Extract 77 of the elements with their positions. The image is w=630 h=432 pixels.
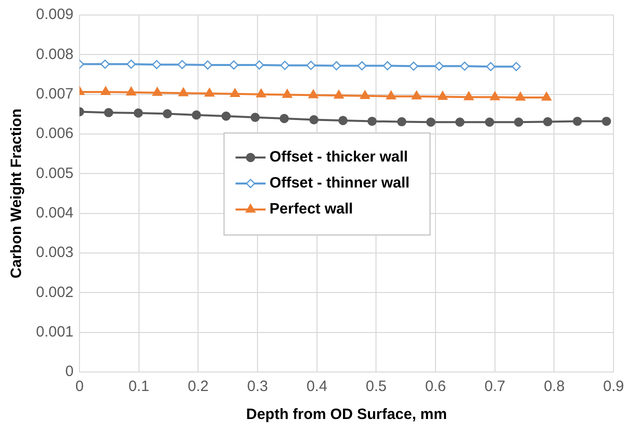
point — [178, 88, 188, 96]
point — [256, 88, 266, 98]
point — [282, 89, 292, 98]
point — [126, 86, 136, 96]
y-tick-label: 0.008 — [36, 46, 74, 63]
point — [464, 92, 474, 100]
y-tick-label: 0.001 — [36, 323, 74, 340]
point — [100, 60, 110, 69]
y-tick-label: 0.006 — [36, 125, 74, 142]
point — [178, 60, 187, 70]
y-tick-label: 0.005 — [36, 164, 74, 182]
point — [104, 108, 114, 118]
x-tick-label: 0.1 — [128, 378, 150, 396]
point — [162, 109, 172, 118]
point — [542, 92, 552, 101]
y-tick-label: 0.009 — [36, 6, 74, 24]
point — [434, 62, 444, 71]
x-axis-title: Depth from OD Surface, mm — [246, 406, 447, 424]
point — [484, 118, 494, 127]
x-tick-label: 0.9 — [603, 378, 624, 396]
point — [280, 60, 290, 70]
point — [308, 90, 318, 98]
x-tick-label: 0.7 — [484, 378, 506, 396]
point — [100, 86, 111, 96]
point — [455, 118, 464, 127]
point — [134, 108, 143, 118]
point — [203, 60, 212, 70]
point — [126, 60, 136, 69]
point — [514, 118, 524, 127]
point — [152, 60, 162, 70]
point — [460, 62, 470, 71]
point — [543, 117, 552, 126]
point — [602, 116, 612, 126]
point — [412, 90, 422, 100]
point — [486, 62, 496, 72]
y-tick-label: 0.004 — [36, 204, 74, 222]
y-tick-label: 0.002 — [36, 284, 74, 301]
point — [490, 92, 500, 100]
point — [360, 90, 370, 100]
point — [438, 91, 448, 100]
point — [357, 61, 367, 70]
point — [426, 118, 436, 127]
x-tick-label: 0.3 — [247, 378, 268, 396]
y-axis-title: Carbon Weight Fraction — [8, 108, 26, 278]
point — [512, 62, 521, 72]
point — [229, 60, 238, 70]
point — [367, 116, 377, 126]
x-tick-label: 0.6 — [425, 378, 446, 396]
x-tick-label: 0.8 — [544, 378, 565, 396]
point — [254, 60, 264, 70]
x-tick-label: 0.5 — [366, 378, 387, 396]
point — [409, 62, 418, 71]
y-tick-label: 0.007 — [36, 85, 74, 102]
x-tick-label: 0.4 — [306, 378, 328, 396]
legend-label: Offset - thinner wall — [270, 174, 410, 192]
point — [572, 116, 582, 126]
point — [192, 110, 202, 120]
point — [386, 90, 396, 100]
y-tick-label: 0.003 — [36, 244, 74, 262]
y-tick-label: 0 — [65, 363, 74, 380]
point — [332, 61, 342, 70]
point — [222, 112, 231, 121]
legend-label: Offset - thicker wall — [270, 148, 408, 166]
point — [309, 115, 319, 124]
point — [280, 114, 289, 124]
point — [230, 88, 240, 98]
point — [204, 88, 214, 97]
x-tick-label: 0.2 — [188, 378, 209, 396]
point — [338, 116, 348, 126]
point — [382, 61, 392, 70]
point — [306, 60, 316, 70]
point — [250, 112, 260, 122]
point — [397, 117, 406, 126]
legend-label: Perfect wall — [270, 200, 353, 218]
point — [334, 90, 344, 99]
point — [152, 87, 162, 96]
point — [515, 92, 526, 101]
